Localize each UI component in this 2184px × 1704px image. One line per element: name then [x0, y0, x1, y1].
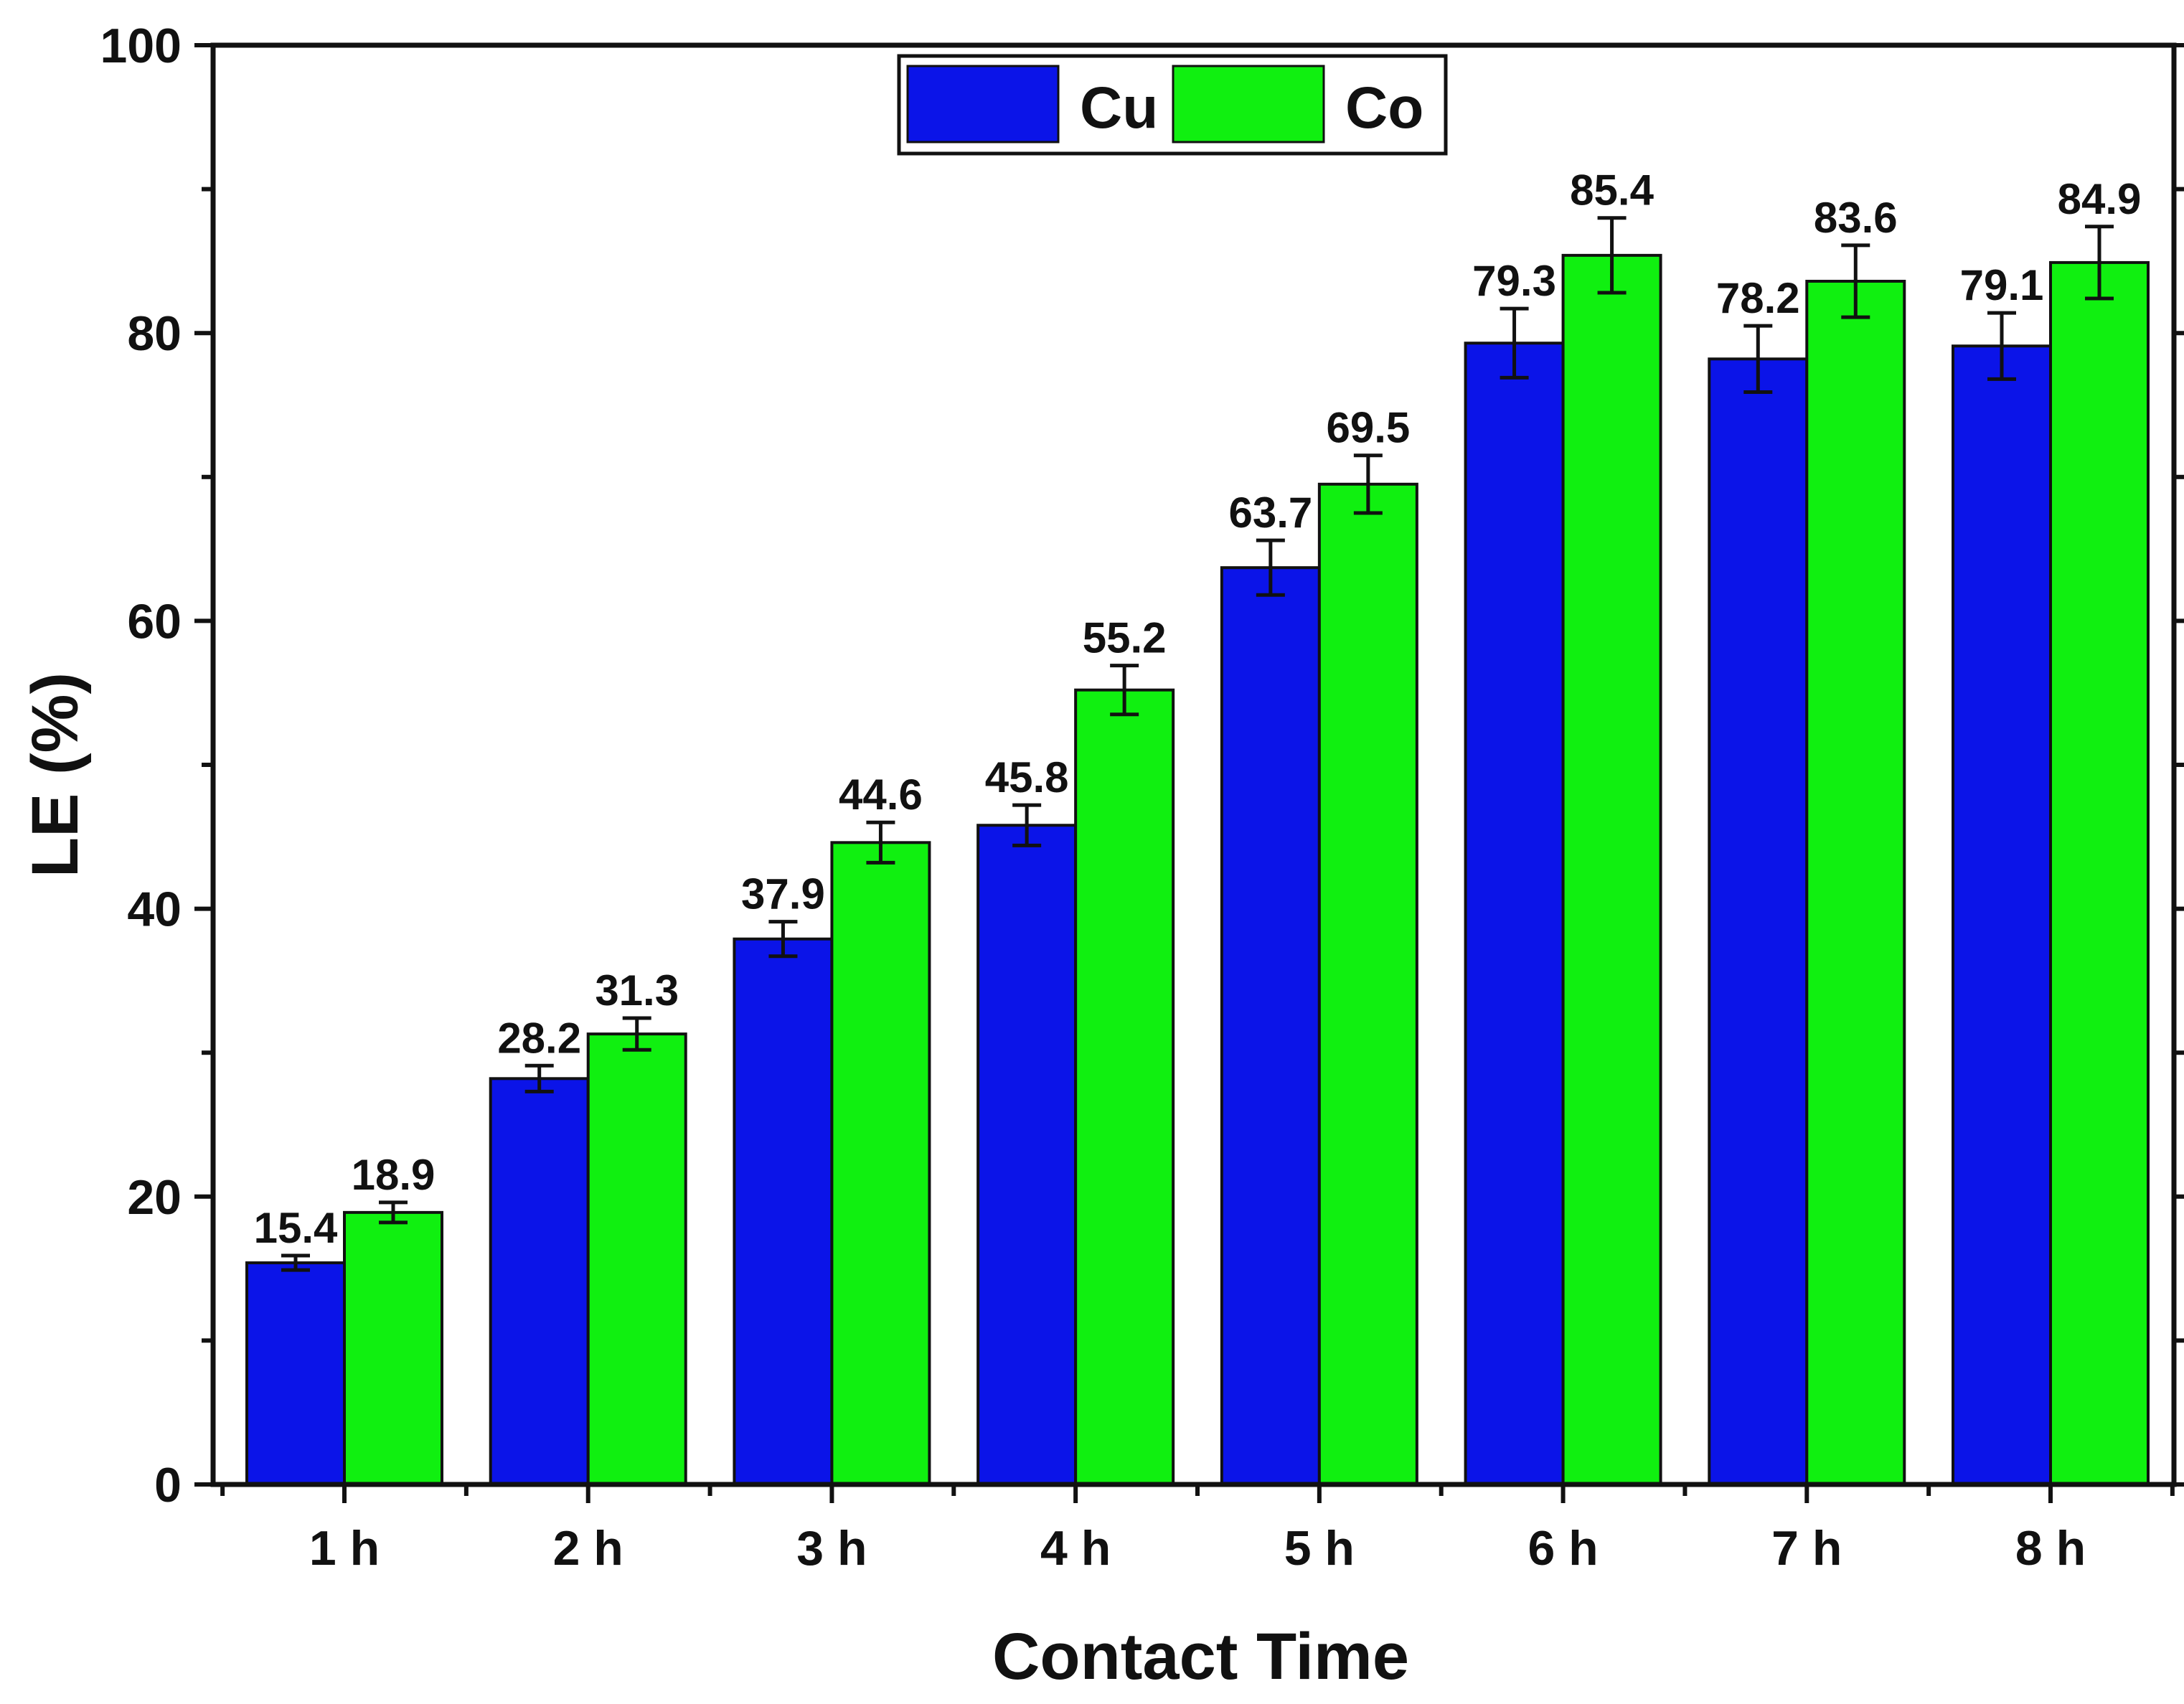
bar-cu-5	[1220, 566, 1321, 1486]
value-label-cu-2: 28.2	[497, 1014, 581, 1062]
value-label-cu-3: 37.9	[741, 870, 825, 918]
x-tick-label-7: 7 h	[1771, 1521, 1842, 1576]
bar-cu-1	[245, 1261, 346, 1487]
bar-co-3	[830, 841, 931, 1486]
bar-cu-7	[1708, 357, 1809, 1487]
y-tick-label-20: 20	[127, 1170, 182, 1225]
bar-co-6	[1561, 253, 1662, 1487]
value-label-cu-4: 45.8	[985, 753, 1069, 801]
legend-label-co: Co	[1345, 75, 1423, 141]
bar-cu-8	[1952, 344, 2052, 1486]
bar-co-1	[343, 1210, 443, 1486]
y-axis: 0 20 40 60 80 100	[100, 19, 2184, 1512]
x-tick-label-4: 4 h	[1040, 1521, 1111, 1576]
bar-co-5	[1317, 482, 1418, 1487]
value-label-cu-6: 79.3	[1472, 257, 1556, 305]
legend-swatch-co	[1172, 65, 1325, 143]
x-tick-label-3: 3 h	[796, 1521, 867, 1576]
value-label-cu-5: 63.7	[1228, 489, 1312, 537]
value-label-co-6: 85.4	[1570, 166, 1654, 215]
x-tick-label-8: 8 h	[2015, 1521, 2086, 1576]
value-label-co-8: 84.9	[2058, 175, 2142, 223]
bar-co-8	[2049, 260, 2150, 1486]
y-tick-label-40: 40	[127, 882, 182, 937]
bar-co-4	[1074, 688, 1175, 1486]
bar-cu-2	[489, 1077, 590, 1486]
y-axis-title: LE (%)	[19, 672, 92, 877]
legend: Cu Co	[897, 54, 1448, 156]
value-label-co-2: 31.3	[595, 966, 679, 1015]
legend-label-cu: Cu	[1080, 75, 1158, 141]
bars-layer	[245, 253, 2150, 1487]
value-label-co-5: 69.5	[1326, 404, 1410, 452]
y-tick-label-60: 60	[127, 594, 182, 649]
x-axis-title: Contact Time	[992, 1620, 1409, 1693]
value-labels-layer: 15.4 28.2 37.9 45.8 63.7 79.3 78.2 79.1 18.9 31.3…	[254, 166, 2142, 1252]
value-label-co-4: 55.2	[1083, 614, 1167, 662]
bar-co-2	[586, 1032, 687, 1486]
value-label-co-7: 83.6	[1814, 194, 1898, 242]
bar-cu-4	[976, 824, 1078, 1486]
bar-cu-3	[733, 937, 834, 1486]
bar-cu-6	[1464, 342, 1565, 1487]
y-tick-label-100: 100	[100, 19, 182, 73]
value-label-co-3: 44.6	[839, 771, 923, 819]
value-label-cu-7: 78.2	[1716, 274, 1800, 322]
y-tick-label-0: 0	[154, 1458, 182, 1512]
error-bars-layer	[281, 216, 2114, 1272]
value-label-cu-8: 79.1	[1960, 261, 2044, 309]
x-tick-label-2: 2 h	[553, 1521, 623, 1576]
legend-swatch-cu	[906, 65, 1060, 143]
value-label-cu-1: 15.4	[254, 1204, 338, 1252]
bar-co-7	[1805, 279, 1906, 1486]
x-tick-label-1: 1 h	[309, 1521, 380, 1576]
x-axis: 1 h 2 h 3 h 4 h 5 h 6 h 7 h 8 h	[220, 1484, 2175, 1576]
value-label-co-1: 18.9	[352, 1151, 436, 1199]
y-tick-label-80: 80	[127, 306, 182, 361]
x-tick-label-6: 6 h	[1528, 1521, 1598, 1576]
x-tick-label-5: 5 h	[1284, 1521, 1355, 1576]
